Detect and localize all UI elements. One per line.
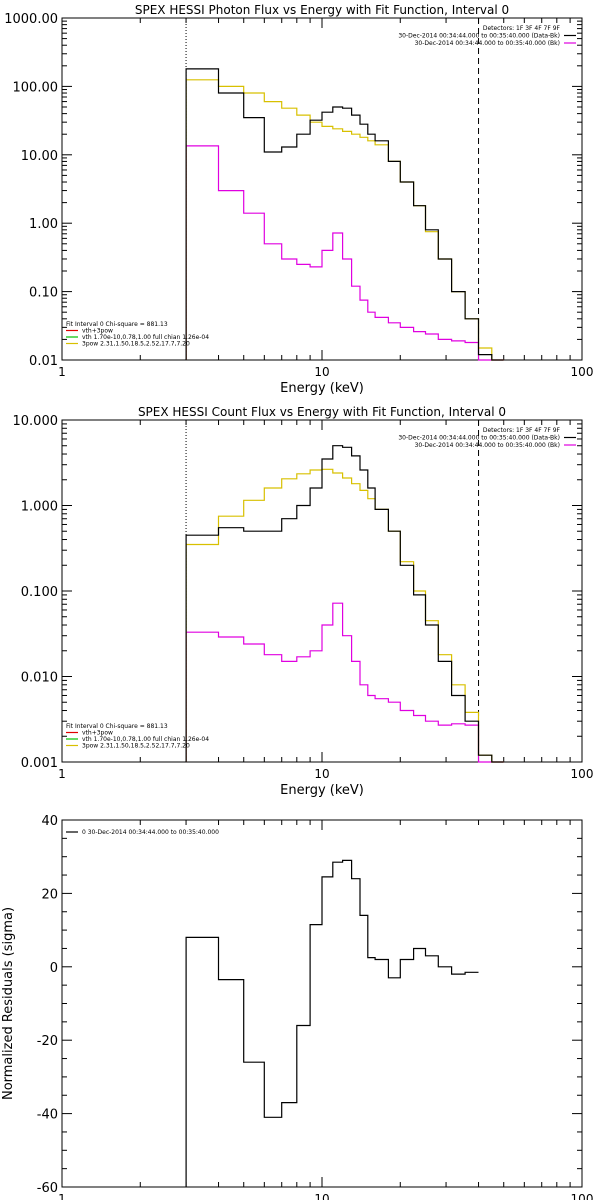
legend-right-text: Detectors: 1F 3F 4F 7F 9F (483, 25, 561, 32)
x-tick-label: 10 (314, 365, 329, 379)
plot-frame (61, 17, 583, 361)
y-tick-label: 20 (41, 887, 58, 902)
chart-title: SPEX HESSI Photon Flux vs Energy with Fi… (135, 3, 509, 17)
y-tick-label: 0 (50, 961, 58, 976)
x-tick-label: 10 (314, 1192, 329, 1200)
y-axis-label: Normalized Residuals (sigma) (1, 907, 16, 1100)
x-tick-label: 100 (571, 767, 594, 781)
y-tick-label: 40 (41, 814, 58, 829)
series-bk (185, 602, 504, 763)
x-axis-label: Energy (keV) (280, 381, 364, 396)
x-tick-label: 100 (571, 365, 594, 379)
series-data-bk (185, 68, 504, 361)
legend-left-text: 3pow 2.31,1.50,18.5,2.52,17.7,7.20 (82, 341, 190, 348)
legend-right-text: 30-Dec-2014 00:34:44.000 to 00:35:40.000… (398, 33, 560, 40)
y-tick-label: 0.01 (29, 354, 58, 369)
legend-left-text: Fit Interval 0 Chi-square = 881.13 (66, 723, 168, 730)
y-tick-label: 0.001 (21, 756, 58, 771)
y-tick-label: 0.100 (21, 585, 58, 600)
x-axis-label: Energy (keV) (280, 783, 364, 798)
legend-left-text: vth+3pow (82, 730, 113, 737)
series-vth-3pow (185, 79, 504, 361)
legend-right-text: 30-Dec-2014 00:34:44.000 to 00:35:40.000… (415, 40, 560, 47)
y-tick-label: 10.000 (13, 414, 59, 429)
legend-left-text: vth 1.70e-10,0.78,1.00 full chian 1.26e-… (82, 334, 209, 341)
x-tick-label: 1 (58, 365, 66, 379)
chart-panel-1: SPEX HESSI Photon Flux vs Energy with Fi… (4, 3, 593, 396)
legend-right-text: 30-Dec-2014 00:34:44.000 to 00:35:40.000… (398, 435, 560, 442)
chart-title: SPEX HESSI Count Flux vs Energy with Fit… (138, 405, 506, 419)
plot-frame (61, 819, 583, 1188)
y-tick-label: 1000.00 (4, 12, 58, 27)
x-tick-label: 10 (314, 767, 329, 781)
y-tick-label: 0.10 (29, 286, 58, 301)
series-data-bk (185, 445, 504, 763)
y-tick-label: -60 (37, 1181, 58, 1196)
legend-left-text: 3pow 2.31,1.50,18.5,2.52,17.7,7.20 (82, 743, 190, 750)
x-tick-label: 1 (58, 1192, 66, 1200)
chart-panel-2: SPEX HESSI Count Flux vs Energy with Fit… (13, 405, 594, 798)
legend-left-text: vth+3pow (82, 328, 113, 335)
y-tick-label: 10.00 (21, 149, 58, 164)
legend-right-text: 30-Dec-2014 00:34:44.000 to 00:35:40.000… (415, 442, 560, 449)
legend-left-text: vth 1.70e-10,0.78,1.00 full chian 1.26e-… (82, 736, 209, 743)
y-tick-label: -20 (37, 1034, 58, 1049)
y-tick-label: 0.010 (21, 671, 58, 686)
x-tick-label: 1 (58, 767, 66, 781)
series-bk (185, 145, 504, 361)
series-vth-3pow (185, 468, 504, 763)
y-tick-label: 1.00 (29, 217, 58, 232)
y-tick-label: 100.00 (13, 80, 59, 95)
y-tick-label: -40 (37, 1108, 58, 1123)
legend-left-text: 0 30-Dec-2014 00:34:44.000 to 00:35:40.0… (82, 829, 219, 836)
x-tick-label: 100 (571, 1192, 594, 1200)
series-0 (185, 859, 479, 1187)
legend-left-text: Fit Interval 0 Chi-square = 881.13 (66, 321, 168, 328)
legend-right-text: Detectors: 1F 3F 4F 7F 9F (483, 427, 561, 434)
y-tick-label: 1.000 (21, 500, 58, 515)
